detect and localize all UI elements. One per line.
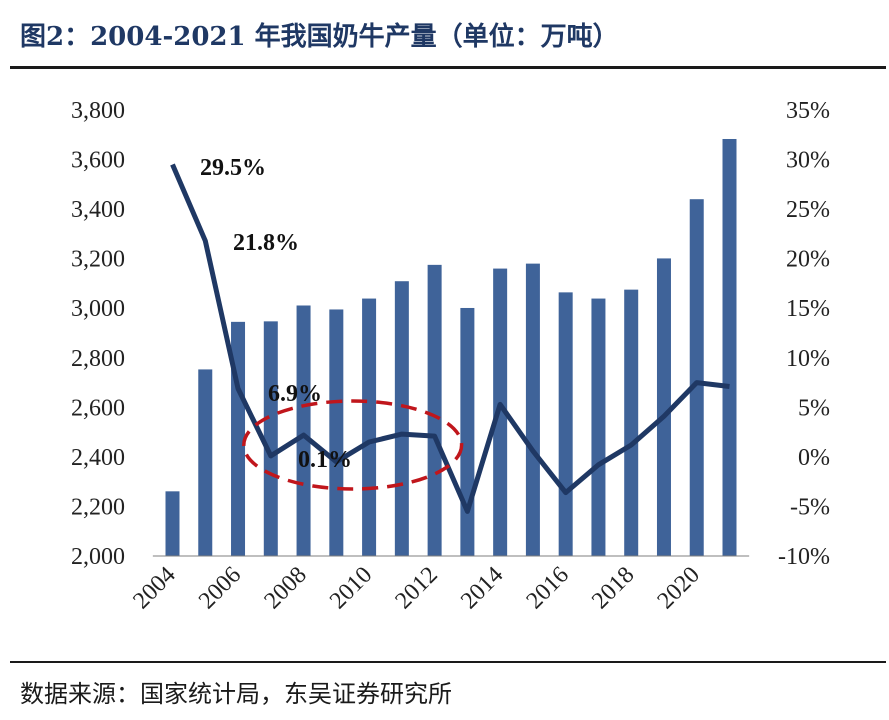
bar-2005 [198,369,213,556]
right-tick-label: 25% [786,197,830,223]
right-axis-ticks: -10% -5% 0% 5% 10% 15% 20% 25% 30% 35% [778,98,830,570]
bar-2010 [362,298,377,556]
bar-2013 [460,307,475,556]
figure-title: 图2：2004-2021 年我国奶牛产量（单位：万吨） [20,22,619,52]
bar-2004 [165,491,180,556]
left-tick-label: 3,400 [71,197,125,223]
bar-2011 [394,281,409,556]
x-axis-ticks: 2004 2006 2008 2010 2012 2014 2016 2018 2020 [128,562,705,614]
annotations: 29.5% 21.8% 6.9% 0.1% [200,155,352,473]
dairy-chart: 2,000 2,200 2,400 2,600 2,800 3,000 3,200 3,400… [71,98,830,614]
left-tick-label: 3,000 [71,296,125,322]
x-tick-label: 2016 [522,562,574,614]
bar-2017 [591,298,606,556]
annotation-label: 6.9% [268,381,322,407]
right-tick-label: 10% [786,346,830,372]
bar-2015 [525,263,540,556]
bar-2008 [296,305,311,556]
annotation-label: 29.5% [200,155,266,181]
highlight-ellipse [242,399,464,491]
bar-2021 [722,138,737,557]
left-tick-label: 2,400 [71,445,125,471]
left-tick-label: 2,600 [71,395,125,421]
left-tick-label: 2,800 [71,346,125,372]
left-tick-label: 2,000 [71,544,125,570]
right-tick-label: 35% [786,98,830,124]
x-tick-label: 2020 [653,562,705,614]
bar-2016 [558,292,573,556]
x-tick-label: 2008 [259,562,311,614]
left-axis-ticks: 2,000 2,200 2,400 2,600 2,800 3,000 3,200 3,400… [71,98,125,570]
bar-2009 [329,309,344,556]
left-tick-label: 3,800 [71,98,125,124]
right-tick-label: -10% [778,544,830,570]
right-tick-label: 20% [786,247,830,273]
x-tick-label: 2004 [128,562,180,614]
bar-2019 [656,258,671,556]
bar-2020 [689,199,704,556]
right-tick-label: 5% [798,395,830,421]
bar-2018 [624,289,639,556]
x-tick-label: 2010 [325,562,377,614]
left-tick-label: 2,200 [71,494,125,520]
bar-2007 [263,321,278,556]
left-tick-label: 3,200 [71,247,125,273]
right-tick-label: 30% [786,148,830,174]
left-tick-label: 3,600 [71,148,125,174]
x-tick-label: 2006 [194,562,246,614]
growth-line-series [170,163,730,514]
bar-2012 [427,264,442,556]
right-tick-label: 15% [786,296,830,322]
source-rule [10,661,886,663]
bar-series [165,138,737,557]
x-tick-label: 2018 [587,562,639,614]
right-tick-label: 0% [798,445,830,471]
title-rule [10,66,886,69]
x-tick-label: 2012 [391,562,443,614]
source-note: 数据来源：国家统计局，东吴证券研究所 [20,680,452,708]
right-tick-label: -5% [790,494,830,520]
x-tick-label: 2014 [456,562,508,614]
annotation-label: 21.8% [233,230,299,256]
annotation-label: 0.1% [298,447,352,473]
